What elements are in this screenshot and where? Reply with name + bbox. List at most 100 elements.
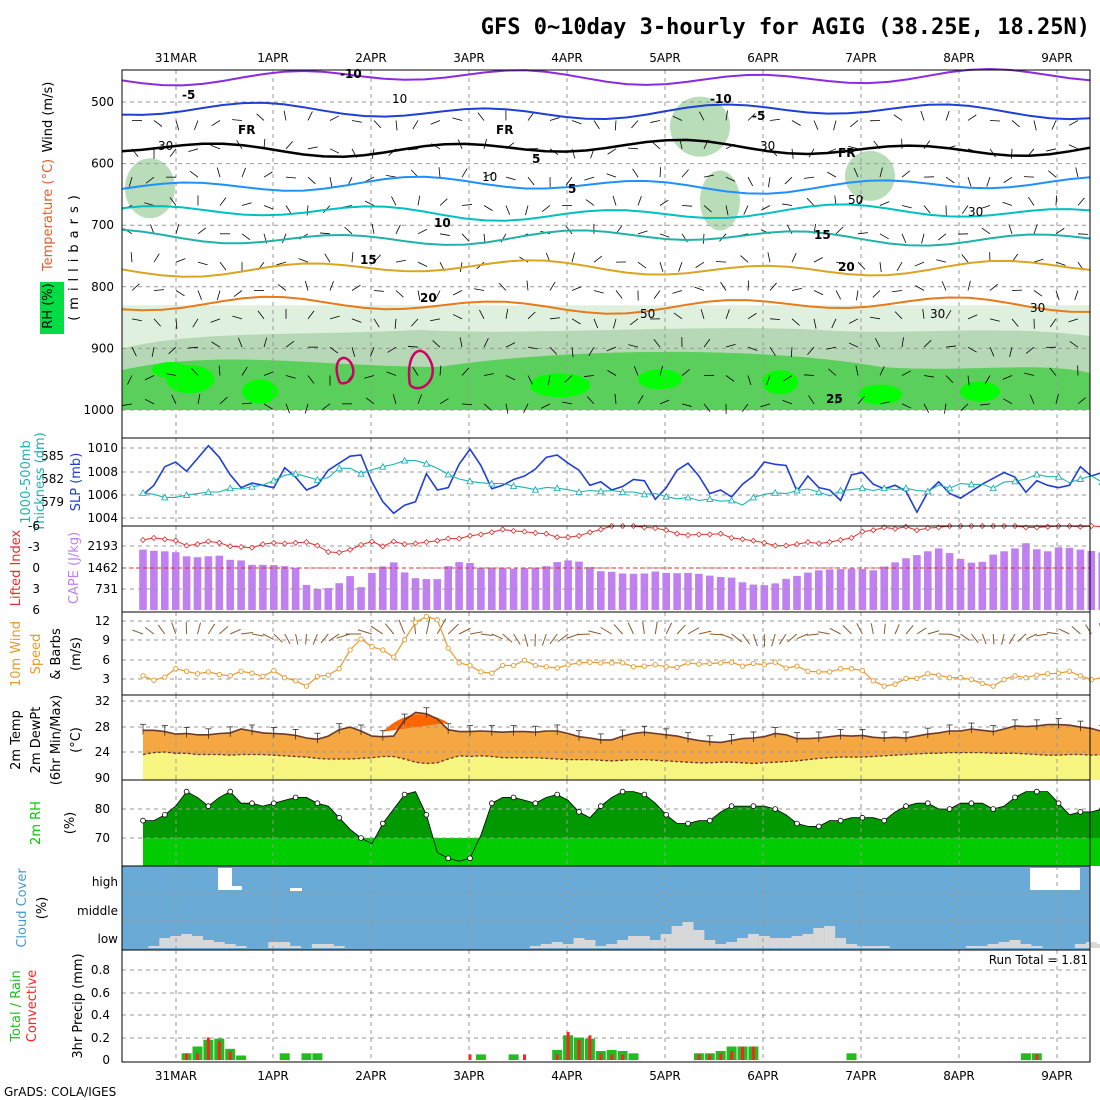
wind-barb [703,174,714,178]
wind-barb-10m [357,629,373,635]
wind-barb [769,346,776,356]
wind-point [391,654,397,660]
isotherm-label: -5 [182,88,195,102]
wind-barb [364,375,375,379]
cloud-low-bar [835,938,847,948]
wind-barb [189,170,199,178]
cloud-low-bar [181,934,193,948]
wind-barb [285,141,293,150]
cape-bar [1000,551,1008,610]
cloud-low-bar [540,944,552,948]
slp-thickness-panel: 585 582 579 1010 1008 1006 1004 1000-500mb Thick… [19,432,1100,533]
isotherm--10 [121,67,1091,87]
ylabel-temperature: Temperature (°C) [41,159,56,272]
ylabel-thickness-2: Thickness (dm) [33,432,48,532]
cape-bar [389,562,398,610]
wind-point [816,669,822,675]
wind-barb [607,370,617,376]
wind-barb-10m [829,627,841,635]
wind-barb [320,232,331,235]
cape-bar [324,588,333,610]
wind-barb [760,403,771,408]
thickness-point [1076,475,1085,482]
cape-bar [193,557,202,610]
wind-barb [285,403,290,414]
rh2m-point [270,800,277,806]
cloud-low-bar [529,946,541,948]
wind-barb [257,310,265,320]
wind-barb-10m [817,631,830,635]
wind-barb [1069,120,1079,126]
wind-barb [848,318,859,324]
wind-point [1045,671,1051,677]
li-point [423,539,430,546]
rh2m-point [445,855,452,862]
wind-barb [855,365,859,376]
top-day-6APR: 6APR [747,51,778,65]
rh2m-point [336,814,343,821]
li-point [848,534,855,541]
cloud-low-bar [878,946,890,948]
wind-barb-10m [709,633,723,636]
wind-barb-10m [1026,633,1038,640]
wind-barb [395,224,401,234]
wind-barb [870,316,881,320]
cloud-low-bar [813,928,825,948]
rh2m-point [859,814,866,821]
wind-barb-10m [157,624,166,635]
wind-barb [505,205,511,215]
wind-point [718,660,724,666]
cloud-high-gap [232,886,242,890]
wind-barb [1055,195,1057,206]
wind-barb [391,196,397,206]
cloud-low-bar [595,946,607,948]
wind-barb [872,290,881,298]
wind-barb [549,317,560,320]
thickness-point [1011,477,1019,485]
wind-barb [188,148,199,152]
wind-barb-10m [576,633,590,636]
wind-barb [1049,318,1057,328]
wind-barb-10m [557,633,569,643]
rh2m-point [619,788,626,795]
wind-point [946,675,953,681]
wind-barb-10m [241,632,254,635]
wind-barb [412,366,419,376]
wind-barb [901,205,912,209]
rh2m-panel: 80 70 2m RH (%) [29,779,1100,867]
rh2m-point [924,800,931,806]
chart-title: GFS 0~10day 3-hourly for AGIG (38.25E, 1… [481,15,1090,40]
ylabel-rh2m-2: (%) [63,812,78,835]
rh2m-point [314,800,321,806]
wind-barb [894,311,903,320]
top-day-2APR: 2APR [355,51,386,65]
wind-barb-10m [436,618,447,635]
wind-barb [637,395,644,405]
wind-point [183,668,190,674]
wind-barb [1055,227,1065,235]
wind-barb [197,227,207,235]
cape-bar [1011,548,1019,610]
wind-barb [980,205,991,209]
rh2m-point [946,806,953,812]
wind-barb [128,177,133,187]
wind-barb [790,347,793,358]
isotherm-label: -10 [710,92,732,106]
rh2m-point [772,806,778,812]
wind-barb [1033,290,1043,297]
cape-bar [607,571,616,610]
wind-point [532,662,539,669]
li-point [390,538,397,545]
wind-barb [1068,144,1079,150]
rh-blob [762,370,798,395]
wind-barb [408,148,419,151]
li-point [902,523,910,530]
wind-barb [637,261,647,269]
cape-bar [716,577,725,610]
cape-bar [727,577,736,610]
cape-tick: 2193 [87,539,118,553]
precip-total-bar [508,1054,519,1060]
wind-barb [715,261,727,263]
wind-barb [857,396,865,405]
isotherm-10 [121,203,1091,222]
